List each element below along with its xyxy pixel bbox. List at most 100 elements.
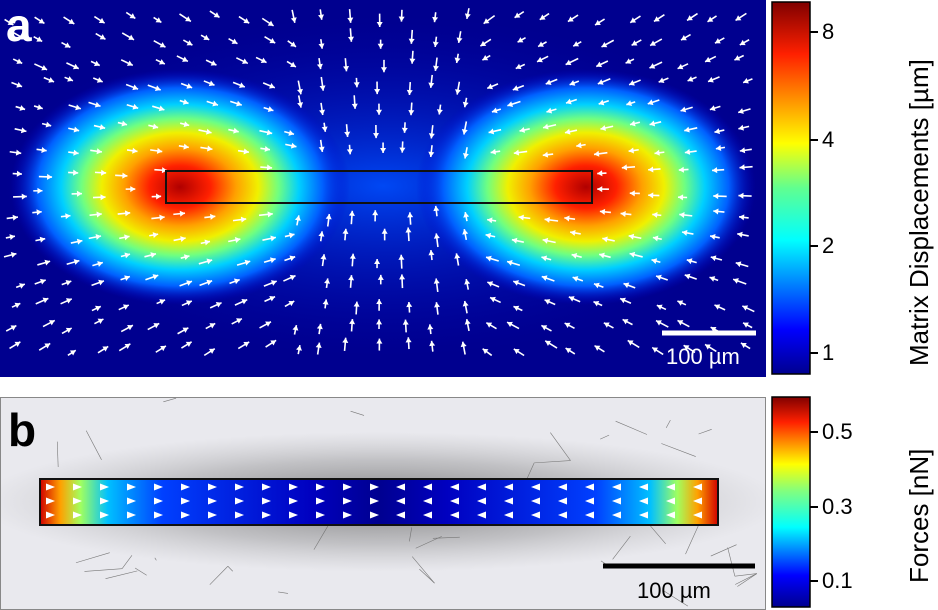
displacement-arrowhead — [240, 216, 247, 223]
displacement-arrowhead — [100, 169, 107, 176]
displacement-arrowhead — [739, 214, 745, 221]
displacement-arrowhead — [433, 65, 439, 71]
displacement-arrowhead — [743, 322, 749, 328]
mesh-edge — [227, 566, 233, 572]
displacement-arrowhead — [318, 231, 325, 237]
displacement-arrowhead — [374, 259, 381, 265]
displacement-arrowhead — [629, 251, 636, 258]
displacement-arrowhead — [322, 299, 329, 305]
force-arrow — [666, 497, 675, 505]
displacement-arrowhead — [353, 301, 360, 307]
displacement-arrowhead — [656, 304, 663, 311]
displacement-arrowhead — [37, 104, 43, 110]
mesh-edge — [600, 434, 610, 440]
displacement-arrowhead — [649, 63, 656, 69]
displacement-arrowhead — [243, 148, 249, 155]
mesh-edge — [737, 573, 757, 587]
displacement-arrowhead — [186, 83, 193, 89]
displacement-arrowhead — [537, 56, 543, 63]
displacement-arrowhead — [72, 63, 79, 70]
displacement-arrowhead — [487, 281, 494, 287]
displacement-arrowhead — [67, 76, 73, 82]
displacement-arrowhead — [490, 296, 496, 303]
displacement-arrowhead — [154, 85, 161, 92]
displacement-arrowhead — [684, 273, 691, 280]
displacement-arrowhead — [541, 325, 548, 331]
force-arrow — [154, 483, 163, 491]
displacement-arrowhead — [73, 126, 80, 133]
displacement-arrowhead — [680, 106, 687, 113]
displacement-arrowhead — [544, 216, 550, 223]
colorbar-a-tick: 4 — [822, 127, 835, 152]
displacement-arrowhead — [289, 255, 296, 262]
force-arrow — [208, 497, 217, 505]
displacement-arrowhead — [206, 279, 213, 286]
force-arrow — [531, 497, 540, 505]
displacement-arrowhead — [599, 252, 605, 259]
displacement-arrowhead — [129, 13, 136, 19]
force-arrow — [289, 497, 298, 505]
displacement-arrowhead — [373, 133, 380, 139]
displacement-arrowhead — [208, 80, 215, 87]
displacement-arrowhead — [186, 300, 192, 306]
displacement-arrowhead — [269, 83, 275, 89]
displacement-arrowhead — [597, 170, 603, 177]
displacement-arrowhead — [374, 89, 381, 95]
displacement-arrowhead — [320, 254, 327, 260]
displacement-arrowhead — [678, 166, 685, 173]
displacement-arrowhead — [464, 13, 471, 19]
displacement-arrowhead — [488, 128, 495, 135]
displacement-arrowhead — [399, 147, 406, 153]
force-field-panel: b 100 µm — [0, 397, 766, 610]
displacement-arrowhead — [428, 133, 435, 139]
mesh-edge — [84, 568, 123, 572]
displacement-arrowhead — [342, 337, 349, 343]
displacement-arrowhead — [456, 37, 463, 43]
displacement-arrowhead — [183, 143, 189, 150]
force-arrow — [262, 497, 271, 505]
colorbar-b-title: Forces [nN] — [904, 448, 934, 583]
displacement-arrowhead — [628, 147, 635, 154]
displacement-arrowhead — [132, 147, 138, 154]
displacement-arrowhead — [7, 19, 14, 26]
displacement-arrowhead — [677, 320, 684, 326]
displacement-arrowhead — [737, 231, 743, 238]
force-arrow — [46, 511, 55, 519]
displacement-arrowhead — [432, 16, 439, 23]
displacement-arrowhead — [315, 342, 322, 349]
force-arrow — [558, 483, 567, 491]
displacement-arrowhead — [480, 40, 487, 47]
displacement-arrowhead — [132, 84, 139, 91]
displacement-arrowhead — [316, 323, 323, 330]
displacement-arrowhead — [620, 211, 626, 217]
displacement-arrowhead — [402, 319, 409, 325]
displacement-arrowhead — [593, 282, 600, 289]
displacement-arrowhead — [454, 57, 461, 63]
displacement-arrowhead — [95, 305, 101, 312]
force-mesh — [0, 397, 766, 610]
force-arrow — [477, 511, 486, 519]
displacement-arrowhead — [96, 211, 102, 218]
mesh-edge — [278, 591, 289, 594]
force-arrow — [127, 483, 136, 491]
displacement-arrowhead — [318, 146, 325, 152]
displacement-arrowhead — [267, 211, 273, 218]
force-colorbar — [770, 395, 830, 610]
right-lobe — [416, 69, 756, 305]
displacement-arrowhead — [290, 17, 297, 23]
force-arrow — [612, 497, 621, 505]
force-arrow — [639, 483, 648, 491]
displacement-arrowhead — [294, 215, 301, 221]
displacement-arrowhead — [182, 56, 188, 62]
displacement-arrowhead — [233, 127, 239, 134]
force-arrow — [450, 497, 459, 505]
displacement-arrowhead — [620, 297, 626, 304]
displacement-arrowhead — [264, 145, 270, 152]
displacement-arrowhead — [242, 58, 248, 64]
displacement-arrowhead — [712, 167, 718, 174]
displacement-arrowhead — [319, 109, 326, 116]
displacement-arrowhead — [626, 100, 633, 107]
displacement-arrowhead — [36, 209, 42, 216]
displacement-arrowhead — [486, 255, 492, 262]
displacement-arrowhead — [649, 120, 656, 127]
